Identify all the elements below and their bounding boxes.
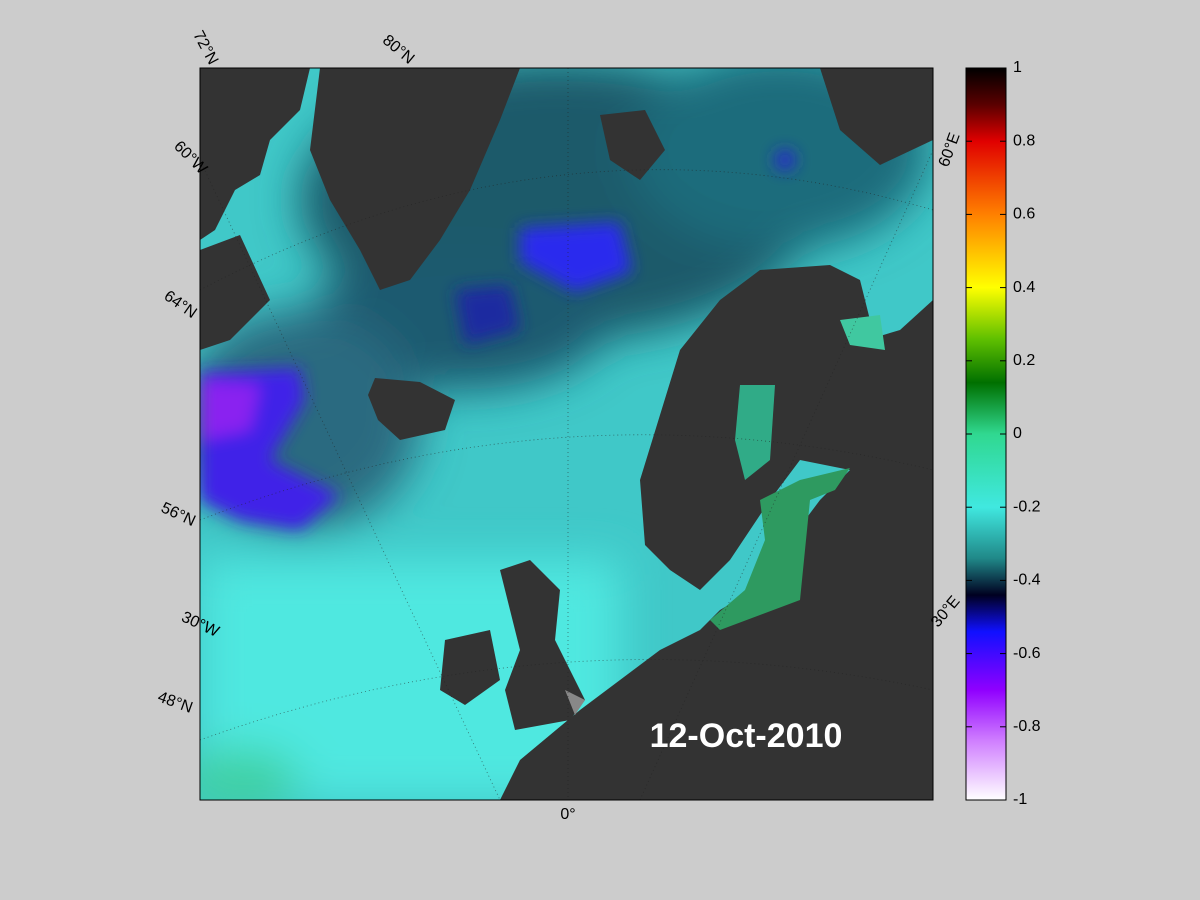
graticule-label: 48°N [155,689,194,717]
graticule-label: 80°N [379,32,417,68]
colorbar-tick-label: 1 [1013,59,1022,76]
graticule-label: 72°N [189,28,221,68]
colorbar-tick-label: -0.4 [1013,572,1041,589]
graticule-label: 56°N [158,499,198,530]
map: 12-Oct-2010 [200,68,933,800]
colorbar-tick-label: -1 [1013,791,1027,808]
colorbar-tick-label: -0.8 [1013,718,1041,735]
colorbar-tick-label: -0.6 [1013,645,1041,662]
date-label: 12-Oct-2010 [650,717,843,755]
graticule-label: 64°N [161,288,200,322]
graticule-label: 60°E [936,131,964,170]
colorbar-tick-label: 0.4 [1013,279,1035,296]
colorbar-tick-label: 0.6 [1013,206,1035,223]
colorbar-tick-label: -0.2 [1013,498,1041,515]
map-frame [199,67,934,801]
colorbar-tick-label: 0.2 [1013,352,1035,369]
colorbar-tick-label: 0.8 [1013,132,1035,149]
graticule-label: 0° [560,806,575,823]
colorbar-tick-label: 0 [1013,425,1022,442]
